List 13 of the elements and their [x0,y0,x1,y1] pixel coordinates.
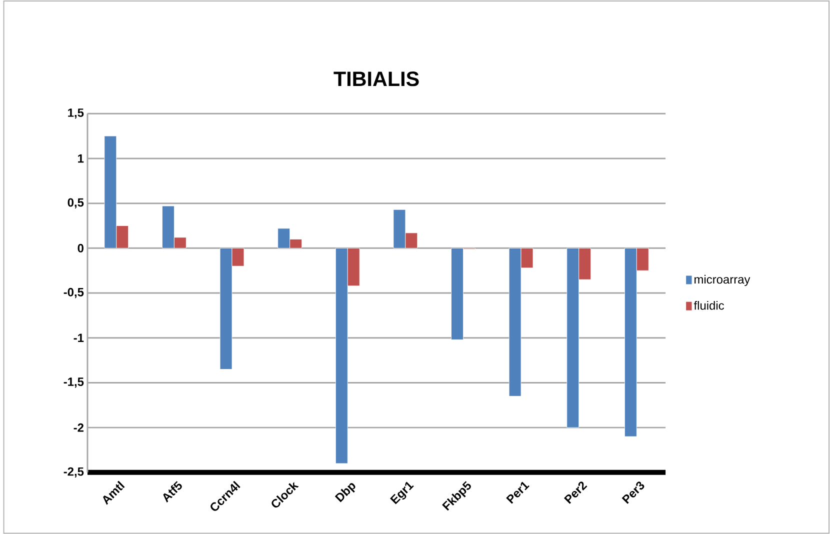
y-tick-label: -0,5 [64,288,84,298]
y-tick-label: -2,5 [64,467,84,478]
y-tick-label: -2 [74,423,84,432]
y-tick-label: 0 [78,244,84,252]
chart-title: TIBIALIS [334,71,419,86]
y-tick-label: -1 [74,334,84,342]
x-tick-label: Dbp [334,483,356,502]
y-tick-label: 1,5 [68,108,84,119]
y-tick-label: 1 [78,154,84,162]
y-tick-label: -1,5 [64,378,84,388]
legend-label: fluidic [694,300,724,310]
legend-label: microarray [694,274,750,286]
y-tick-label: 0,5 [68,198,84,208]
